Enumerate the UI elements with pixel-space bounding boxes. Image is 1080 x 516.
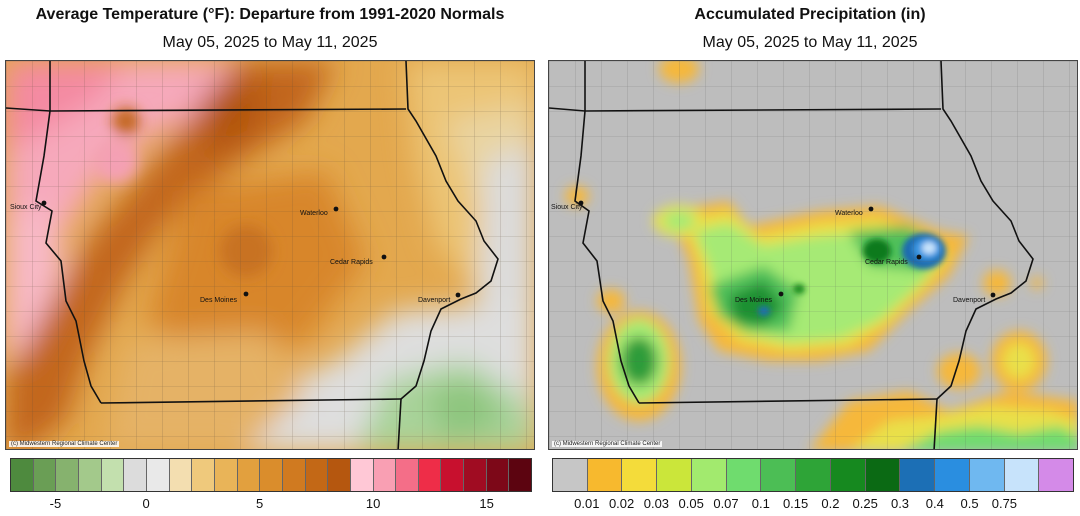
precipitation-legend-tick-label: 0.03 xyxy=(643,496,670,511)
city-label-des-moines: Des Moines xyxy=(735,297,772,304)
precipitation-legend-swatch xyxy=(587,459,623,491)
precipitation-legend-tick-label: 0.4 xyxy=(925,496,944,511)
temperature-legend-swatch xyxy=(78,459,102,491)
precipitation-legend-swatch xyxy=(553,459,588,491)
temperature-legend-swatch xyxy=(124,459,147,491)
precipitation-legend-tick-label: 0.1 xyxy=(751,496,770,511)
precipitation-legend-tick-label: 0.07 xyxy=(713,496,739,511)
precipitation-legend-tick-label: 0.01 xyxy=(574,496,600,511)
temperature-legend-tick-label: 15 xyxy=(479,496,494,511)
temperature-legend-swatch xyxy=(237,459,261,491)
temperature-legend-swatch xyxy=(101,459,125,491)
temperature-legend-swatch xyxy=(192,459,215,491)
city-label-waterloo: Waterloo xyxy=(835,210,863,217)
temperature-legend-swatch xyxy=(441,459,465,491)
state-borders xyxy=(549,61,1034,449)
precipitation-legend-tick-label: 0.15 xyxy=(782,496,809,511)
temperature-panel: Average Temperature (°F): Departure from… xyxy=(5,6,535,514)
precipitation-legend-swatch xyxy=(865,459,901,491)
precipitation-legend-swatch xyxy=(622,459,658,491)
temperature-credit: (c) Midwestern Regional Climate Center xyxy=(9,441,120,447)
city-label-davenport: Davenport xyxy=(418,297,451,304)
precipitation-legend-swatch xyxy=(830,459,866,491)
temperature-legend-tick-label: 5 xyxy=(256,496,264,511)
temperature-legend-swatch xyxy=(486,459,510,491)
temperature-legend-ticks: -5 0 5 10 15 xyxy=(10,496,532,514)
city-label-cedar-rapids: Cedar Rapids xyxy=(330,259,373,266)
temperature-legend-swatch xyxy=(282,459,306,491)
temperature-legend-swatch xyxy=(56,459,79,491)
precipitation-map: Sioux City Waterloo Cedar Rapids Des Moi… xyxy=(548,60,1078,450)
temperature-legend-swatch xyxy=(305,459,329,491)
precipitation-legend-swatch xyxy=(691,459,727,491)
temperature-legend-swatch xyxy=(328,459,351,491)
temperature-map-graphic xyxy=(6,61,534,449)
temperature-legend-swatch xyxy=(214,459,238,491)
precipitation-legend-tick-label: 0.5 xyxy=(960,496,979,511)
temperature-legend-tick-label: 10 xyxy=(365,496,381,511)
precipitation-map-graphic xyxy=(549,61,1077,449)
city-markers xyxy=(578,200,996,298)
state-borders xyxy=(6,61,499,449)
temperature-legend-swatch xyxy=(33,459,57,491)
city-label-cedar-rapids: Cedar Rapids xyxy=(865,259,908,266)
precipitation-legend-swatch xyxy=(657,459,692,491)
temperature-legend-swatch xyxy=(146,459,170,491)
temperature-subtitle: May 05, 2025 to May 11, 2025 xyxy=(162,34,378,51)
city-label-sioux-city: Sioux City xyxy=(551,204,583,211)
temperature-legend-swatch xyxy=(509,459,532,491)
temperature-map: Sioux City Waterloo Cedar Rapids Des Moi… xyxy=(5,60,535,450)
temperature-legend-swatch xyxy=(260,459,283,491)
precipitation-legend-swatch xyxy=(1004,459,1040,491)
temperature-title: Average Temperature (°F): Departure from… xyxy=(35,6,505,23)
temperature-legend-swatch xyxy=(169,459,193,491)
precipitation-legend-swatch xyxy=(1039,459,1074,491)
precipitation-legend-tick-label: 0.75 xyxy=(991,496,1018,511)
temperature-legend-swatch xyxy=(11,459,34,491)
temperature-legend-swatch xyxy=(373,459,397,491)
precipitation-legend-swatch xyxy=(796,459,831,491)
precipitation-legend-swatch xyxy=(761,459,797,491)
temperature-legend-swatch xyxy=(418,459,442,491)
temperature-legend-tick-label: 0 xyxy=(142,496,150,511)
precipitation-legend-ticks: 0.01 0.02 0.03 0.05 0.07 0.1 0.15 0.2 0.25 0.3 0.4… xyxy=(552,496,1074,514)
temperature-legend xyxy=(10,458,532,492)
precipitation-legend-tick-label: 0.2 xyxy=(821,496,840,511)
temperature-legend-tick-label: -5 xyxy=(49,496,62,511)
precipitation-legend-swatch xyxy=(900,459,936,491)
precipitation-legend-tick-label: 0.05 xyxy=(678,496,704,511)
precipitation-panel: Accumulated Precipitation (in) May 05, 2… xyxy=(540,0,1080,516)
precipitation-legend-tick-label: 0.02 xyxy=(608,496,635,511)
precipitation-credit: (c) Midwestern Regional Climate Center xyxy=(552,441,663,447)
city-label-waterloo: Waterloo xyxy=(300,210,328,217)
precipitation-legend-tick-label: 0.3 xyxy=(890,496,910,511)
temperature-legend-swatch xyxy=(396,459,419,491)
precipitation-title: Accumulated Precipitation (in) xyxy=(694,6,926,23)
precipitation-legend-swatch xyxy=(935,459,970,491)
city-label-des-moines: Des Moines xyxy=(200,297,237,304)
city-markers xyxy=(41,200,461,298)
city-label-sioux-city: Sioux City xyxy=(10,204,42,211)
city-label-davenport: Davenport xyxy=(953,297,986,304)
precipitation-legend-swatch xyxy=(726,459,762,491)
temperature-legend-swatch xyxy=(464,459,487,491)
temperature-legend-swatch xyxy=(350,459,374,491)
precipitation-legend-swatch xyxy=(969,459,1005,491)
precipitation-legend xyxy=(552,458,1074,492)
precipitation-subtitle: May 05, 2025 to May 11, 2025 xyxy=(702,34,918,51)
precipitation-legend-tick-label: 0.25 xyxy=(852,496,878,511)
